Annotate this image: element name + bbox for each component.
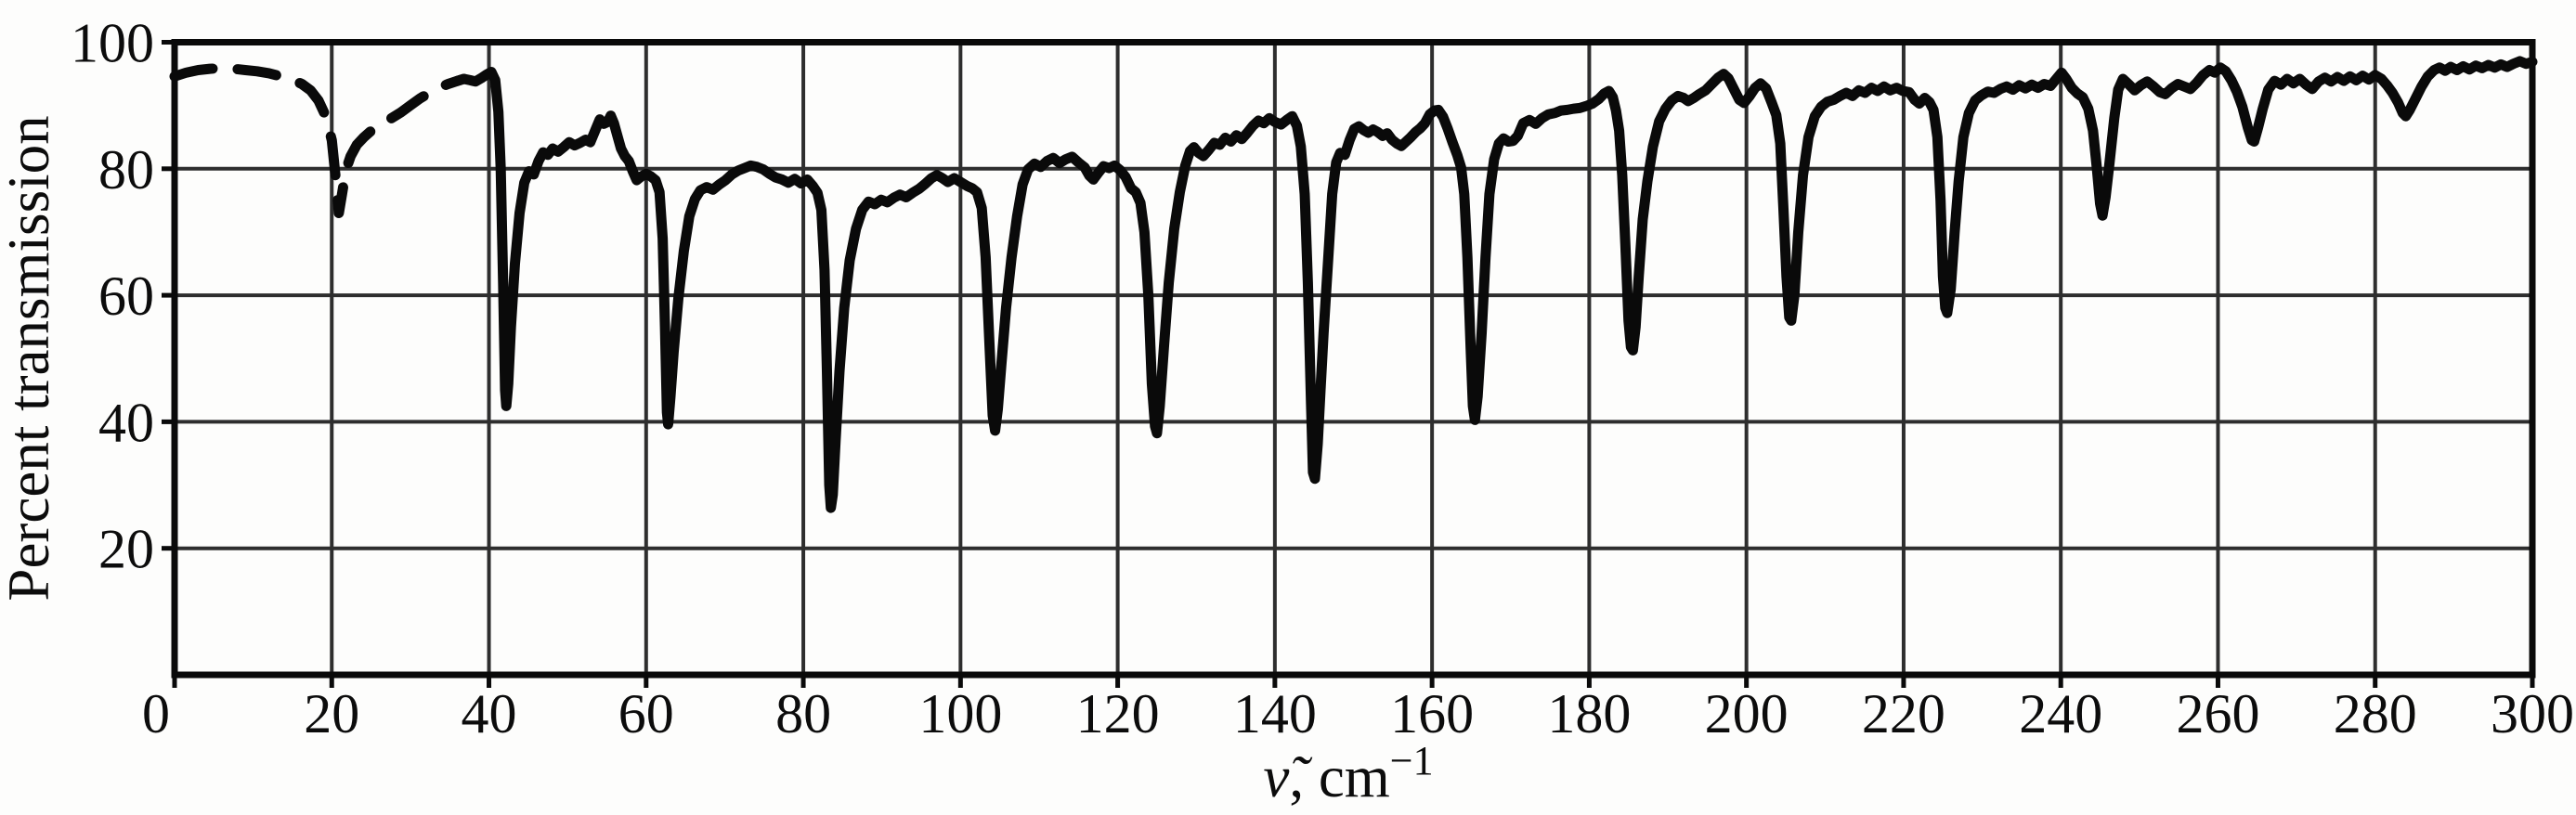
y-tick-label: 60 — [98, 265, 154, 327]
x-tick-label: 0 — [142, 683, 170, 744]
x-tick-label: 100 — [918, 683, 1002, 744]
y-tick-label: 100 — [71, 13, 154, 74]
y-tick-label: 80 — [98, 139, 154, 201]
x-tick-label: 180 — [1547, 683, 1631, 744]
trace-solid-segment — [452, 56, 2538, 513]
x-tick-label: 40 — [462, 683, 517, 744]
y-axis-title: Percent transmission — [0, 115, 61, 601]
transmission-trace — [169, 56, 2538, 513]
x-tick-label: 80 — [775, 683, 831, 744]
x-tick-label: 280 — [2334, 683, 2417, 744]
x-tick-label: 20 — [304, 683, 359, 744]
x-tick-label: 160 — [1390, 683, 1474, 744]
x-tick-label: 220 — [1862, 683, 1945, 744]
y-tick-label: 20 — [98, 519, 154, 580]
x-tick-label: 240 — [2019, 683, 2102, 744]
axis-ticks — [162, 40, 2535, 688]
x-tick-label: 140 — [1233, 683, 1317, 744]
x-tick-label: 60 — [618, 683, 674, 744]
x-tick-labels: 0 20 40 60 80 100 120 140 160 180 200 220 240 260 280 3… — [142, 683, 2574, 744]
trace-dashed-segment — [169, 62, 469, 218]
y-tick-labels: 20 40 60 80 100 — [71, 13, 154, 580]
x-axis-title-unit: , cm — [1289, 744, 1389, 809]
x-axis-title-exponent: −1 — [1390, 738, 1434, 783]
x-tick-label: 300 — [2491, 683, 2574, 744]
x-tick-label: 120 — [1076, 683, 1160, 744]
grid — [171, 39, 2536, 679]
y-tick-label: 40 — [98, 392, 154, 453]
x-tick-label: 200 — [1705, 683, 1789, 744]
x-tick-label: 260 — [2176, 683, 2259, 744]
x-axis-title: ν̃, cm−1 — [1263, 738, 1433, 809]
plot-border — [171, 39, 2536, 679]
